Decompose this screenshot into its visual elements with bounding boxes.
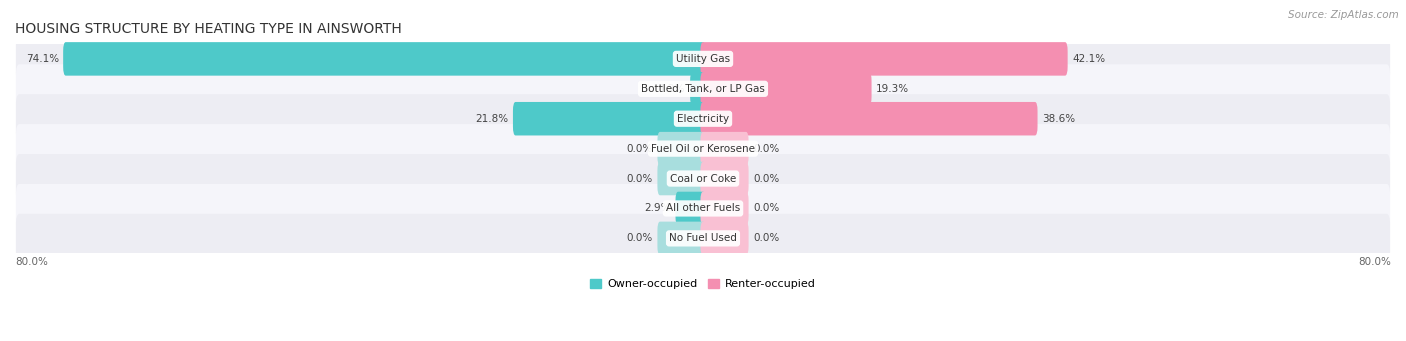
Text: 80.0%: 80.0% (15, 257, 48, 267)
Text: 74.1%: 74.1% (25, 54, 59, 64)
Text: 0.0%: 0.0% (752, 174, 779, 183)
FancyBboxPatch shape (700, 72, 872, 106)
Text: 0.0%: 0.0% (627, 174, 654, 183)
FancyBboxPatch shape (690, 72, 706, 106)
Text: Coal or Coke: Coal or Coke (669, 174, 737, 183)
FancyBboxPatch shape (658, 162, 706, 195)
FancyBboxPatch shape (700, 222, 748, 255)
Text: Utility Gas: Utility Gas (676, 54, 730, 64)
FancyBboxPatch shape (700, 132, 748, 165)
Text: All other Fuels: All other Fuels (666, 204, 740, 213)
FancyBboxPatch shape (15, 64, 1391, 113)
FancyBboxPatch shape (15, 34, 1391, 84)
Text: 2.9%: 2.9% (645, 204, 671, 213)
Text: 0.0%: 0.0% (627, 233, 654, 243)
Text: 1.2%: 1.2% (659, 84, 686, 94)
Text: 0.0%: 0.0% (627, 144, 654, 154)
FancyBboxPatch shape (15, 154, 1391, 203)
Legend: Owner-occupied, Renter-occupied: Owner-occupied, Renter-occupied (586, 275, 820, 294)
Text: 0.0%: 0.0% (752, 233, 779, 243)
FancyBboxPatch shape (15, 124, 1391, 173)
Text: No Fuel Used: No Fuel Used (669, 233, 737, 243)
Text: HOUSING STRUCTURE BY HEATING TYPE IN AINSWORTH: HOUSING STRUCTURE BY HEATING TYPE IN AIN… (15, 22, 402, 36)
FancyBboxPatch shape (15, 214, 1391, 263)
Text: Fuel Oil or Kerosene: Fuel Oil or Kerosene (651, 144, 755, 154)
FancyBboxPatch shape (700, 192, 748, 225)
Text: 21.8%: 21.8% (475, 114, 509, 124)
FancyBboxPatch shape (15, 184, 1391, 233)
FancyBboxPatch shape (675, 192, 706, 225)
FancyBboxPatch shape (700, 162, 748, 195)
Text: 38.6%: 38.6% (1042, 114, 1076, 124)
FancyBboxPatch shape (700, 42, 1067, 76)
FancyBboxPatch shape (63, 42, 706, 76)
Text: 0.0%: 0.0% (752, 144, 779, 154)
Text: Source: ZipAtlas.com: Source: ZipAtlas.com (1288, 10, 1399, 20)
Text: 19.3%: 19.3% (876, 84, 910, 94)
Text: Bottled, Tank, or LP Gas: Bottled, Tank, or LP Gas (641, 84, 765, 94)
FancyBboxPatch shape (513, 102, 706, 135)
FancyBboxPatch shape (658, 222, 706, 255)
FancyBboxPatch shape (15, 94, 1391, 143)
FancyBboxPatch shape (700, 102, 1038, 135)
Text: 42.1%: 42.1% (1071, 54, 1105, 64)
FancyBboxPatch shape (658, 132, 706, 165)
Text: Electricity: Electricity (676, 114, 730, 124)
Text: 0.0%: 0.0% (752, 204, 779, 213)
Text: 80.0%: 80.0% (1358, 257, 1391, 267)
